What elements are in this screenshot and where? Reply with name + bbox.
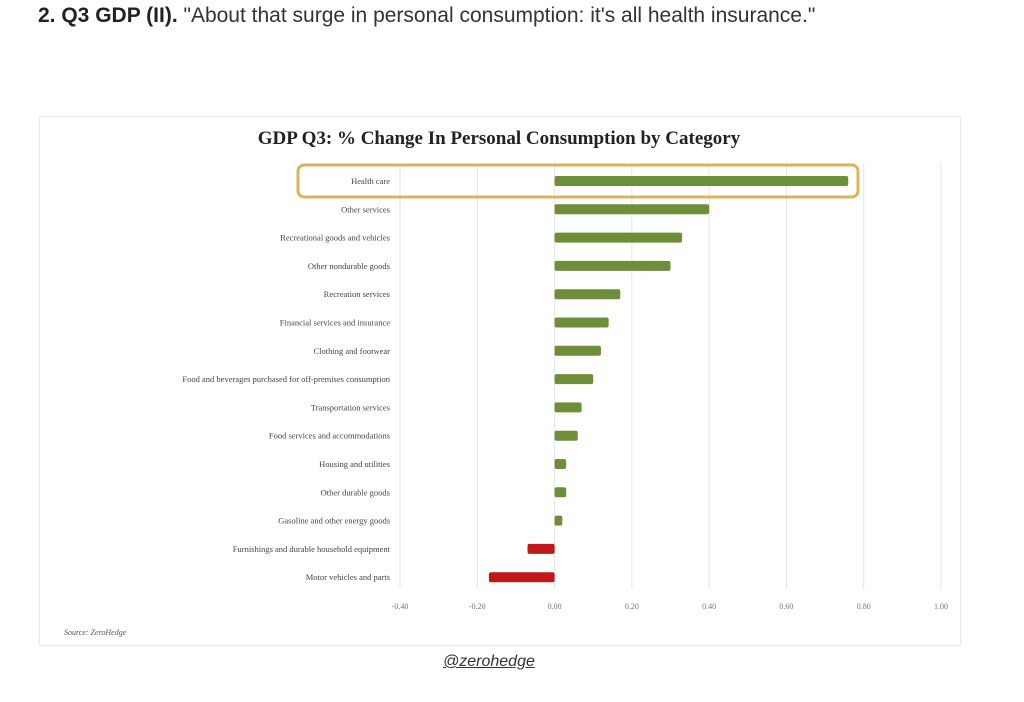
x-tick-labels: -0.40 -0.20 0.00 0.20 0.40 0.60 0.80 1.00 bbox=[392, 602, 948, 611]
bar bbox=[554, 317, 609, 328]
category-label: Recreational goods and vehicles bbox=[280, 233, 390, 243]
bar bbox=[554, 402, 582, 413]
x-tick-label: -0.40 bbox=[392, 602, 409, 611]
category-labels: Health care Other services Recreational go… bbox=[182, 176, 390, 582]
category-label: Motor vehicles and parts bbox=[306, 572, 390, 582]
x-tick-label: 0.60 bbox=[779, 602, 793, 611]
category-label: Housing and utilities bbox=[319, 459, 390, 469]
bar bbox=[554, 289, 621, 300]
bar bbox=[554, 459, 567, 469]
category-label: Other nondurable goods bbox=[308, 261, 390, 271]
category-label: Furnishings and durable household equipm… bbox=[233, 544, 391, 554]
bar bbox=[554, 260, 671, 271]
bar bbox=[554, 204, 710, 215]
bar bbox=[554, 487, 567, 498]
bar-chart: GDP Q3: % Change In Personal Consumption… bbox=[64, 128, 948, 637]
post-heading: 2. Q3 GDP (II). "About that surge in per… bbox=[38, 0, 938, 32]
category-label: Food and beverages purchased for off-pre… bbox=[182, 374, 390, 384]
x-tick-label: -0.20 bbox=[469, 602, 486, 611]
highlight-box bbox=[296, 163, 860, 199]
x-tick-label: 1.00 bbox=[934, 602, 948, 611]
x-tick-label: 0.20 bbox=[625, 602, 639, 611]
chart-frame: GDP Q3: % Change In Personal Consumption… bbox=[39, 116, 961, 646]
bar bbox=[554, 345, 601, 356]
bar bbox=[554, 430, 578, 441]
category-label: Food services and accommodations bbox=[269, 431, 390, 441]
bar bbox=[554, 232, 683, 243]
category-label: Other services bbox=[341, 204, 390, 214]
x-tick-label: 0.80 bbox=[857, 602, 871, 611]
bars bbox=[488, 176, 849, 583]
bar bbox=[554, 176, 849, 186]
x-tick-label: 0.40 bbox=[702, 602, 716, 611]
category-label: Other durable goods bbox=[321, 487, 390, 497]
bar bbox=[554, 515, 563, 526]
zerohedge-handle-link[interactable]: @zerohedge bbox=[443, 653, 535, 670]
category-label: Financial services and insurance bbox=[280, 318, 390, 328]
chart-title: GDP Q3: % Change In Personal Consumption… bbox=[258, 128, 741, 149]
bar bbox=[527, 543, 555, 554]
category-label: Recreation services bbox=[324, 289, 390, 299]
category-label: Health care bbox=[351, 176, 390, 186]
heading-quote: "About that surge in personal consumptio… bbox=[177, 4, 816, 27]
grid-lines bbox=[399, 163, 942, 589]
category-label: Clothing and footwear bbox=[314, 346, 391, 356]
heading-number: 2. Q3 GDP (II). bbox=[38, 4, 178, 27]
chart-source: Source: ZeroHedge bbox=[64, 628, 127, 637]
bar bbox=[488, 572, 555, 583]
x-tick-label: 0.00 bbox=[548, 602, 562, 611]
category-label: Gasoline and other energy goods bbox=[278, 516, 390, 526]
category-label: Transportation services bbox=[311, 402, 390, 412]
bar bbox=[554, 374, 594, 385]
